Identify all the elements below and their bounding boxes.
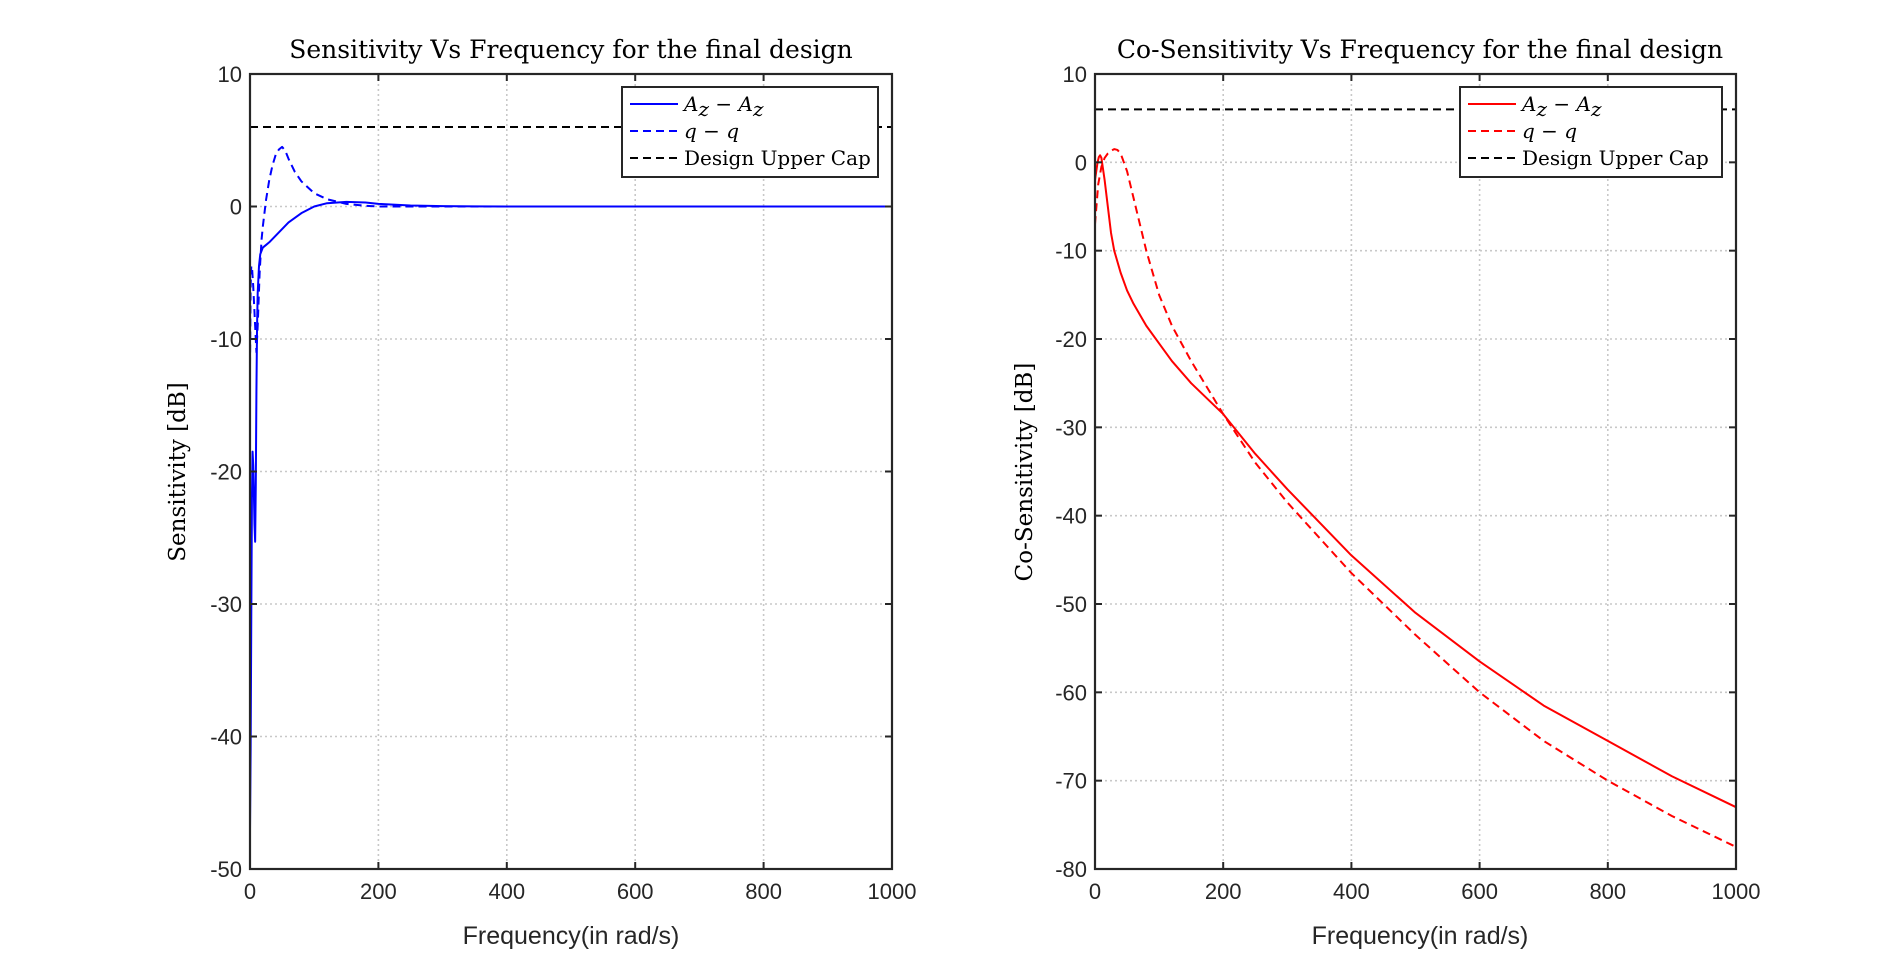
y-tick-label: -20 bbox=[1055, 327, 1087, 352]
y-tick-label: -10 bbox=[210, 327, 242, 352]
y-tick-label: 10 bbox=[218, 62, 242, 87]
x-tick-label: 800 bbox=[1589, 879, 1626, 904]
x-tick-label: 600 bbox=[1461, 879, 1498, 904]
y-axis-label: Sensitivity [dB] bbox=[165, 382, 191, 561]
x-tick-label: 1000 bbox=[868, 879, 917, 904]
y-tick-label: -70 bbox=[1055, 769, 1087, 794]
y-tick-label: 10 bbox=[1063, 62, 1087, 87]
legend-label: q − q bbox=[1522, 119, 1577, 143]
x-tick-label: 800 bbox=[745, 879, 782, 904]
y-tick-label: -20 bbox=[210, 460, 242, 485]
y-tick-label: -80 bbox=[1055, 857, 1087, 882]
legend-box bbox=[621, 86, 879, 178]
legend: Az − Azq − q Design Upper Cap bbox=[621, 86, 879, 178]
chart-title: Co-Sensitivity Vs Frequency for the fina… bbox=[1117, 35, 1723, 64]
sensitivity-chart: Sensitivity Vs Frequency for the final d… bbox=[165, 35, 916, 950]
x-tick-label: 1000 bbox=[1712, 879, 1761, 904]
y-tick-label: -40 bbox=[1055, 504, 1087, 529]
legend-label: q − q bbox=[684, 119, 739, 143]
series-line-az-az bbox=[1095, 154, 1736, 809]
x-tick-label: 400 bbox=[488, 879, 525, 904]
legend-label: Az − Az bbox=[1520, 92, 1602, 121]
y-tick-label: -30 bbox=[1055, 415, 1087, 440]
co-sensitivity-chart: Co-Sensitivity Vs Frequency for the fina… bbox=[1012, 35, 1760, 950]
y-tick-label: -40 bbox=[210, 725, 242, 750]
series-line-q-q bbox=[1095, 148, 1736, 848]
x-tick-label: 200 bbox=[360, 879, 397, 904]
legend-label: Design Upper Cap bbox=[1522, 146, 1709, 170]
x-axis-label: Frequency(in rad/s) bbox=[463, 922, 680, 950]
y-tick-label: -30 bbox=[210, 592, 242, 617]
y-tick-label: -50 bbox=[1055, 592, 1087, 617]
x-tick-label: 0 bbox=[244, 879, 256, 904]
legend-box bbox=[1459, 86, 1723, 178]
legend: Az − Azq − q Design Upper Cap bbox=[1459, 86, 1723, 178]
y-tick-label: 0 bbox=[1075, 150, 1087, 175]
y-tick-label: -10 bbox=[1055, 239, 1087, 264]
x-tick-label: 400 bbox=[1333, 879, 1370, 904]
series-line-q-q bbox=[250, 145, 892, 366]
chart-title: Sensitivity Vs Frequency for the final d… bbox=[289, 35, 853, 64]
series-line-az-az bbox=[250, 200, 892, 830]
x-axis-label: Frequency(in rad/s) bbox=[1312, 922, 1529, 950]
legend-label: Design Upper Cap bbox=[684, 146, 871, 170]
y-tick-label: -60 bbox=[1055, 680, 1087, 705]
grid bbox=[1095, 74, 1736, 869]
y-axis-label: Co-Sensitivity [dB] bbox=[1012, 363, 1038, 582]
legend-label: Az − Az bbox=[682, 92, 764, 121]
x-tick-label: 600 bbox=[617, 879, 654, 904]
y-tick-label: -50 bbox=[210, 857, 242, 882]
y-tick-label: 0 bbox=[230, 195, 242, 220]
axes-box bbox=[1093, 72, 1738, 871]
x-tick-label: 200 bbox=[1205, 879, 1242, 904]
x-tick-label: 0 bbox=[1089, 879, 1101, 904]
